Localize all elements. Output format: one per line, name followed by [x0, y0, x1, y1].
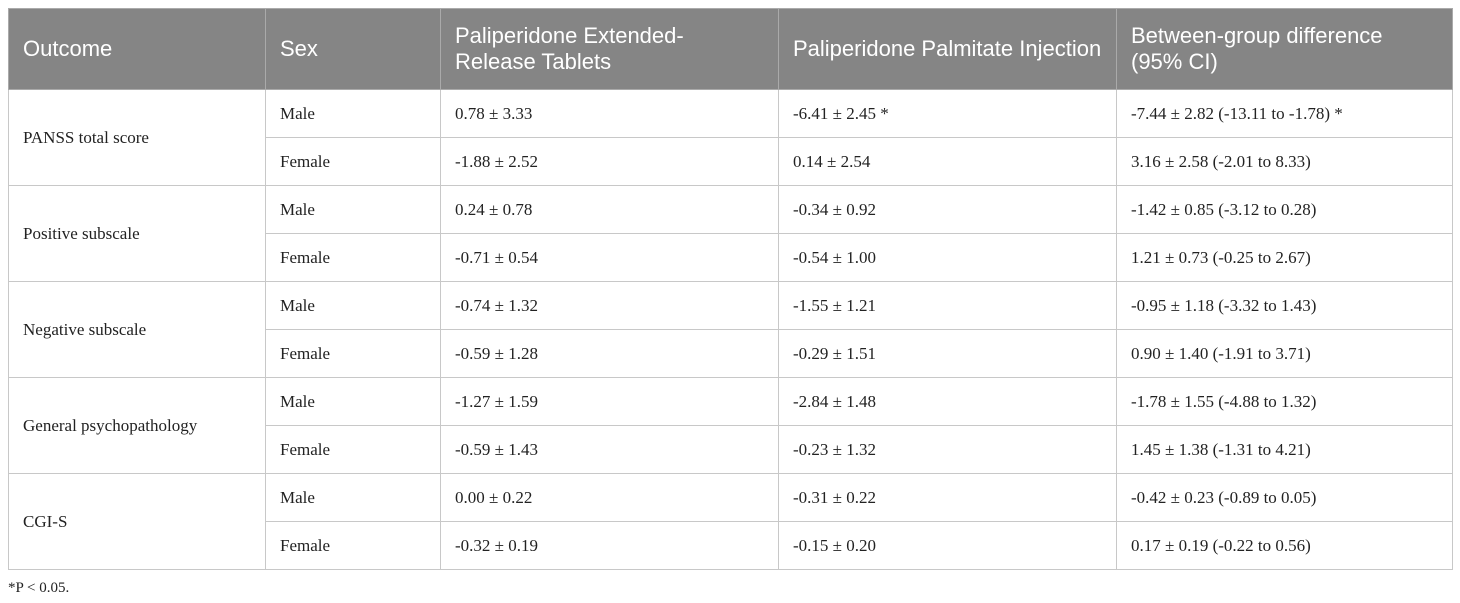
value-cell: -0.54 ± 1.00 — [778, 233, 1117, 282]
sex-cell: Female — [265, 329, 441, 378]
table-row: PANSS total score Male 0.78 ± 3.33 -6.41 ± … — [8, 89, 1453, 186]
value-cell: 0.00 ± 0.22 — [440, 473, 779, 522]
table-container: Outcome Sex Paliperidone Extended-Release … — [8, 8, 1453, 570]
table-row: Female -0.71 ± 0.54 -0.54 ± 1.00 1.21 ± 0.7… — [9, 233, 1453, 282]
value-cell: -1.27 ± 1.59 — [440, 377, 779, 426]
value-cell: -0.74 ± 1.32 — [440, 281, 779, 330]
value-cell: -0.42 ± 0.23 (-0.89 to 0.05) — [1116, 473, 1453, 522]
sex-cell: Male — [265, 185, 441, 234]
value-cell: -0.71 ± 0.54 — [440, 233, 779, 282]
sex-cell: Male — [265, 473, 441, 522]
header-cell: Outcome — [8, 8, 266, 90]
sex-cell: Male — [265, 89, 441, 138]
sex-cell: Female — [265, 137, 441, 186]
sex-cell: Male — [265, 281, 441, 330]
value-cell: 0.90 ± 1.40 (-1.91 to 3.71) — [1116, 329, 1453, 378]
table-row: Female -1.88 ± 2.52 0.14 ± 2.54 3.16 ± 2.58… — [9, 137, 1453, 186]
value-cell: -0.31 ± 0.22 — [778, 473, 1117, 522]
footnote: *P < 0.05. — [8, 580, 70, 596]
sex-cell: Female — [265, 233, 441, 282]
outcome-cell: General psychopathology — [8, 377, 266, 474]
results-table: Outcome Sex Paliperidone Extended-Release … — [8, 8, 1453, 570]
table-row: Negative subscale Male -0.74 ± 1.32 -1.55 ±… — [8, 281, 1453, 378]
table-row: Female -0.59 ± 1.43 -0.23 ± 1.32 1.45 ± 1.3… — [9, 425, 1453, 474]
value-cell: -1.88 ± 2.52 — [440, 137, 779, 186]
table-row: CGI-S Male 0.00 ± 0.22 -0.31 ± 0.22 -0.42 ± … — [8, 473, 1453, 570]
value-cell: -0.15 ± 0.20 — [778, 521, 1117, 570]
value-cell: -0.32 ± 0.19 — [440, 521, 779, 570]
table-row: General psychopathology Male -1.27 ± 1.59-… — [8, 377, 1453, 474]
value-cell: -0.23 ± 1.32 — [778, 425, 1117, 474]
value-cell: -0.59 ± 1.28 — [440, 329, 779, 378]
table-body: PANSS total score Male 0.78 ± 3.33 -6.41 ± … — [8, 89, 1453, 570]
header-cell: Paliperidone Palmitate Injection — [778, 8, 1117, 90]
value-cell: 1.21 ± 0.73 (-0.25 to 2.67) — [1116, 233, 1453, 282]
outcome-cell: PANSS total score — [8, 89, 266, 186]
value-cell: -2.84 ± 1.48 — [778, 377, 1117, 426]
value-cell: 1.45 ± 1.38 (-1.31 to 4.21) — [1116, 425, 1453, 474]
value-cell: -0.29 ± 1.51 — [778, 329, 1117, 378]
value-cell: -1.55 ± 1.21 — [778, 281, 1117, 330]
header-cell: Between-group difference (95% CI) — [1116, 8, 1453, 90]
value-cell: -1.42 ± 0.85 (-3.12 to 0.28) — [1116, 185, 1453, 234]
value-cell: 0.14 ± 2.54 — [778, 137, 1117, 186]
value-cell: -6.41 ± 2.45 * — [778, 89, 1117, 138]
value-cell: -0.95 ± 1.18 (-3.32 to 1.43) — [1116, 281, 1453, 330]
value-cell: 3.16 ± 2.58 (-2.01 to 8.33) — [1116, 137, 1453, 186]
table-row: Positive subscale Male 0.24 ± 0.78 -0.34 ± … — [8, 185, 1453, 282]
outcome-cell: CGI-S — [8, 473, 266, 570]
table-row: Female -0.59 ± 1.28 -0.29 ± 1.51 0.90 ± 1.4… — [9, 329, 1453, 378]
sex-cell: Female — [265, 425, 441, 474]
header-cell: Paliperidone Extended-Release Tablets — [440, 8, 779, 90]
sex-cell: Female — [265, 521, 441, 570]
value-cell: 0.24 ± 0.78 — [440, 185, 779, 234]
table-row: Female -0.32 ± 0.19 -0.15 ± 0.20 0.17 ± 0.1… — [9, 521, 1453, 570]
value-cell: -0.34 ± 0.92 — [778, 185, 1117, 234]
sex-cell: Male — [265, 377, 441, 426]
header-row: Outcome Sex Paliperidone Extended-Release … — [8, 8, 1453, 90]
value-cell: 0.78 ± 3.33 — [440, 89, 779, 138]
value-cell: -7.44 ± 2.82 (-13.11 to -1.78) * — [1116, 89, 1453, 138]
header-cell: Sex — [265, 8, 441, 90]
outcome-cell: Positive subscale — [8, 185, 266, 282]
value-cell: -0.59 ± 1.43 — [440, 425, 779, 474]
value-cell: 0.17 ± 0.19 (-0.22 to 0.56) — [1116, 521, 1453, 570]
outcome-cell: Negative subscale — [8, 281, 266, 378]
value-cell: -1.78 ± 1.55 (-4.88 to 1.32) — [1116, 377, 1453, 426]
